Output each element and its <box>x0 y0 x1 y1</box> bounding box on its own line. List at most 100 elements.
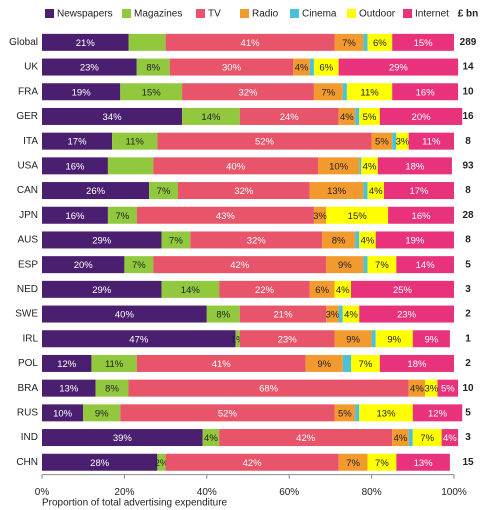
data-label: 4% <box>369 186 383 197</box>
bar-segment <box>396 453 450 471</box>
data-label: 32% <box>234 186 254 197</box>
bar-segment <box>408 429 413 447</box>
bar-segment <box>42 206 108 224</box>
data-label: 23% <box>397 310 417 321</box>
bar-segment <box>363 182 368 200</box>
bar-segment <box>334 280 351 298</box>
data-label: 41% <box>212 359 232 370</box>
bar-segment <box>42 453 158 471</box>
data-label: 16% <box>65 161 85 172</box>
bar-segment <box>42 157 108 175</box>
bar-segment <box>355 231 360 249</box>
data-label: 4% <box>394 433 408 444</box>
y-tick-label: BRA <box>17 383 38 394</box>
legend-label: Magazines <box>134 9 182 20</box>
data-label: 13% <box>377 408 397 419</box>
legend-swatch <box>45 9 54 18</box>
bar-segment <box>367 182 384 200</box>
data-label: 7% <box>169 235 183 246</box>
bar-segment <box>338 305 343 323</box>
bar-segment <box>177 182 310 200</box>
data-label: 11% <box>422 137 441 148</box>
data-label: 7% <box>375 260 389 271</box>
data-label: 9% <box>346 334 360 345</box>
data-label: 22% <box>255 285 275 296</box>
data-label: 7% <box>321 87 335 98</box>
total-label: 8 <box>465 136 471 147</box>
bar-segment <box>136 58 170 76</box>
bar-segment <box>363 33 368 51</box>
x-tick-label: 100% <box>441 487 467 498</box>
bar-segment <box>396 256 454 274</box>
y-tick-label: SWE <box>15 309 38 320</box>
data-label: 7% <box>157 186 171 197</box>
y-tick-label: IND <box>21 432 38 443</box>
data-label: 19% <box>405 235 425 246</box>
data-label: 21% <box>76 38 96 49</box>
bar-segment <box>334 404 356 422</box>
bar-segment <box>408 132 454 150</box>
x-tick-label: 0% <box>35 487 50 498</box>
data-label: 3% <box>313 211 327 222</box>
data-label: 9% <box>424 334 438 345</box>
bar-segment <box>359 107 380 125</box>
data-label: 15% <box>348 211 368 222</box>
data-label: 15% <box>414 38 434 49</box>
bar-segment <box>412 404 463 422</box>
y-tick-label: POL <box>18 358 38 369</box>
total-label: 2 <box>465 358 471 369</box>
bar-segment <box>338 107 356 125</box>
data-label: 24% <box>280 112 300 123</box>
bar-segment <box>107 206 137 224</box>
total-label: 10 <box>462 86 474 97</box>
data-label: 9% <box>338 260 352 271</box>
legend-swatch <box>290 9 299 18</box>
data-label: 19% <box>72 87 92 98</box>
bar-segment <box>153 256 327 274</box>
bar-segment <box>437 379 459 397</box>
legend-swatch <box>403 9 412 18</box>
data-label: 68% <box>259 384 279 395</box>
data-label: 4% <box>410 384 424 395</box>
bar-segment <box>206 305 240 323</box>
bar-segment <box>412 429 442 447</box>
bar-segment <box>235 330 240 348</box>
bar-segment <box>112 132 158 150</box>
data-label: 8% <box>216 310 230 321</box>
data-label: 29% <box>92 285 112 296</box>
data-label: 28% <box>90 458 110 469</box>
data-label: 47% <box>129 334 149 345</box>
bar-segment <box>95 379 129 397</box>
bar-segment <box>190 231 323 249</box>
data-label: 42% <box>296 433 316 444</box>
total-label: 93 <box>462 160 474 171</box>
bar-segment <box>42 280 162 298</box>
data-label: 20% <box>412 112 432 123</box>
total-label: 5 <box>465 259 471 270</box>
data-label: 10% <box>329 161 349 172</box>
data-label: 7% <box>346 458 360 469</box>
data-label: 39% <box>113 433 133 444</box>
bar-segment <box>124 256 154 274</box>
data-label: 5% <box>375 137 389 148</box>
bar-segment <box>42 256 125 274</box>
data-label: 7% <box>359 359 373 370</box>
total-label: 15 <box>462 457 474 468</box>
legend-swatch <box>196 9 205 18</box>
bar-segment <box>182 83 314 101</box>
total-label: 5 <box>465 407 471 418</box>
data-label: 7% <box>132 260 146 271</box>
data-label: 8% <box>146 63 160 74</box>
y-tick-label: USA <box>17 160 38 171</box>
bar-segment <box>359 231 376 249</box>
legend-label: Radio <box>252 9 279 20</box>
bar-segment <box>42 107 183 125</box>
bar-segment <box>169 58 294 76</box>
y-tick-label: JPN <box>19 210 38 221</box>
bar-segment <box>318 157 360 175</box>
legend-label: TV <box>208 9 221 20</box>
data-label: 1% <box>231 334 245 345</box>
bar-segment <box>367 256 397 274</box>
data-label: 40% <box>226 161 246 172</box>
bar-segment <box>153 157 319 175</box>
